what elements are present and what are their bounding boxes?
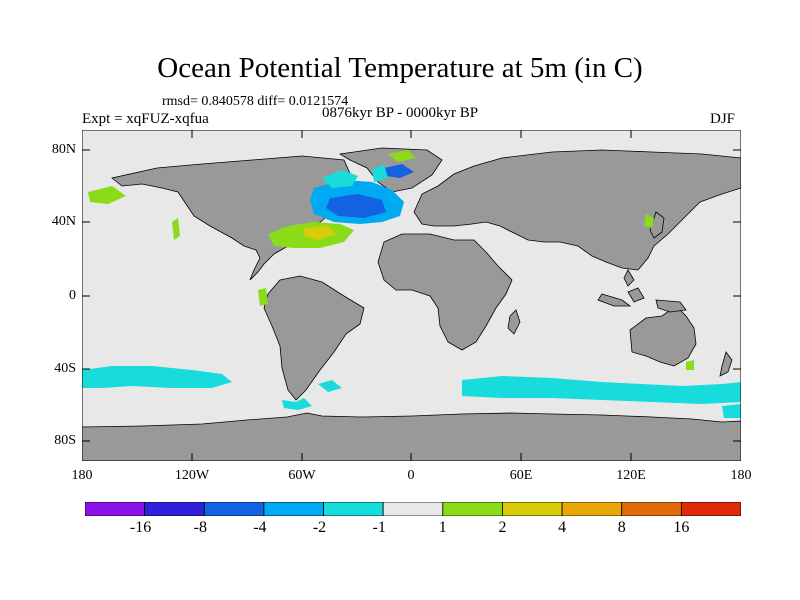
colorbar-label: 4 — [558, 519, 567, 536]
lon-tick-label: 60W — [288, 468, 316, 483]
lon-tick-label: 0 — [407, 468, 415, 483]
colorbar-label: 8 — [617, 519, 626, 536]
anomaly-north-atlantic-strong-cold — [326, 194, 386, 218]
land-africa — [377, 233, 513, 351]
colorbar-box — [382, 502, 444, 516]
land-south-america — [263, 275, 365, 401]
land-new-zealand — [719, 351, 733, 377]
colorbar-label: -16 — [129, 519, 152, 536]
colorbar-label: -2 — [312, 519, 327, 536]
lat-tick-label: 80S — [54, 433, 76, 448]
lon-tick-marks — [191, 130, 632, 461]
colorbar-box — [263, 502, 324, 516]
land-north-america — [111, 155, 353, 281]
colorbar-label: -1 — [372, 519, 386, 536]
lat-tick-label: 40S — [54, 361, 76, 376]
anomaly-nordic-seas — [384, 164, 414, 178]
anomaly-labrador-cold — [322, 170, 358, 188]
anomaly-kuroshio-warm — [644, 214, 654, 228]
lon-tick-label: 120E — [616, 468, 646, 483]
colorbar-box — [144, 502, 205, 516]
anomaly-north-pacific-warm — [88, 186, 126, 204]
anomaly-gulf-stream-strong — [304, 226, 336, 240]
experiment-label: Expt = xqFUZ-xqfua — [82, 111, 209, 127]
anomaly-mid-pacific-warm — [172, 218, 180, 240]
anomaly-south-america-cold — [282, 398, 312, 410]
land-madagascar — [507, 309, 521, 335]
lon-tick-label: 120W — [174, 468, 210, 483]
lat-tick-label: 0 — [69, 288, 76, 303]
land-antarctica — [82, 412, 741, 461]
lon-tick-label: 60E — [509, 468, 533, 483]
anomaly-south-atlantic-cold — [318, 380, 342, 392]
colorbar-box — [502, 502, 563, 516]
anomaly-southern-indian-cold — [462, 376, 741, 404]
land-indonesia — [597, 269, 687, 313]
colorbar-box — [680, 502, 741, 516]
colorbar-box — [85, 502, 146, 516]
colorbar-box — [561, 502, 623, 516]
land-eurasia — [413, 149, 741, 271]
colorbar-label: -4 — [253, 519, 267, 536]
anomaly-nordic-warm — [388, 150, 416, 162]
lon-tick-label: 180 — [71, 468, 93, 483]
colorbar — [85, 502, 741, 516]
period-label: 0876kyr BP - 0000kyr BP — [322, 105, 479, 121]
lat-tick-marks — [82, 149, 741, 442]
colorbar-label: 16 — [673, 519, 690, 536]
season-label: DJF — [710, 111, 736, 127]
anomaly-humboldt-warm — [258, 288, 268, 306]
anomaly-antarctic-edge-cold — [722, 404, 741, 418]
colorbar-label: 1 — [438, 519, 447, 536]
colorbar-box — [621, 502, 682, 516]
anomaly-southern-pacific-cold — [82, 366, 232, 388]
colorbar-box — [323, 502, 384, 516]
colorbar-label: 2 — [498, 519, 507, 536]
anomaly-west-australia-warm — [686, 360, 694, 370]
land-australia — [629, 305, 697, 367]
chart-title: Ocean Potential Temperature at 5m (in C) — [157, 52, 643, 84]
lon-tick-label: 180 — [730, 468, 752, 483]
lat-tick-label: 80N — [51, 142, 76, 157]
map-plot — [82, 130, 741, 461]
stats-label: rmsd= 0.840578 diff= 0.0121574 — [162, 94, 349, 109]
colorbar-box — [442, 502, 503, 516]
colorbar-label: -8 — [193, 519, 207, 536]
anomaly-nordic-seas-light — [372, 164, 388, 182]
colorbar-box — [203, 502, 265, 516]
lat-tick-label: 40N — [51, 214, 76, 229]
